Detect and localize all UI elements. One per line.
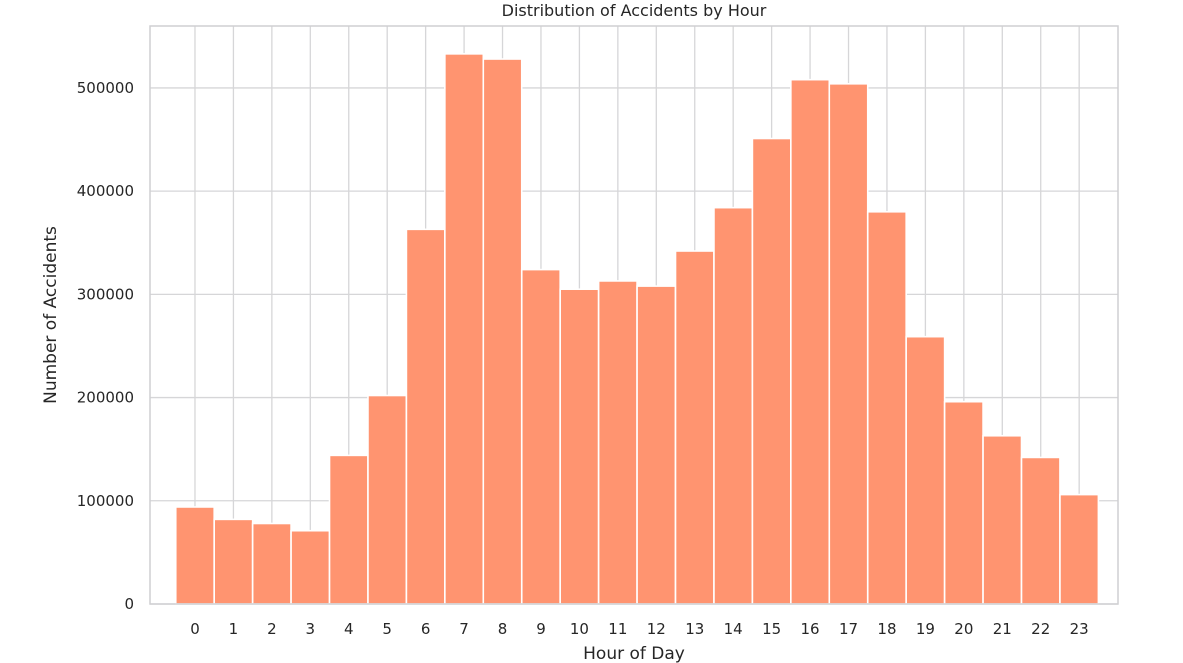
- x-tick-label: 15: [762, 620, 781, 638]
- x-tick-label: 22: [1031, 620, 1050, 638]
- bar-hour-6: [405, 228, 446, 605]
- y-tick-label: 100000: [77, 492, 134, 510]
- bar-hour-18: [866, 210, 907, 605]
- bar-hour-19: [905, 335, 946, 605]
- bar-hour-15: [751, 137, 792, 605]
- x-tick-label: 11: [608, 620, 627, 638]
- bar-hour-13: [674, 250, 715, 605]
- x-tick-label: 12: [647, 620, 666, 638]
- bar-hour-10: [559, 288, 600, 605]
- x-tick-label: 17: [839, 620, 858, 638]
- x-tick-label: 8: [498, 620, 508, 638]
- bar-hour-21: [982, 434, 1023, 605]
- x-tick-label: 9: [536, 620, 546, 638]
- bar-hour-23: [1059, 493, 1100, 605]
- bar-hour-3: [290, 529, 331, 605]
- y-axis-label: Number of Accidents: [41, 226, 61, 404]
- y-tick-label: 300000: [77, 285, 134, 303]
- bars: [174, 53, 1100, 605]
- bar-hour-0: [174, 506, 216, 605]
- bar-hour-20: [943, 400, 984, 605]
- x-tick-label: 0: [190, 620, 200, 638]
- x-tick-label: 13: [685, 620, 704, 638]
- bar-hour-2: [251, 522, 292, 605]
- x-axis-label: Hour of Day: [583, 644, 685, 663]
- bar-hour-4: [328, 454, 369, 605]
- y-tick-labels: 0 100000 200000 300000 400000 500000: [77, 79, 134, 613]
- x-tick-label: 2: [267, 620, 277, 638]
- bar-hour-16: [790, 78, 831, 605]
- bar-hour-8: [482, 58, 523, 605]
- y-tick-label: 400000: [77, 182, 134, 200]
- x-tick-label: 20: [954, 620, 973, 638]
- y-tick-label: 500000: [77, 79, 134, 97]
- x-tick-label: 4: [344, 620, 354, 638]
- x-tick-label: 6: [421, 620, 431, 638]
- bar-hour-17: [828, 83, 869, 605]
- x-tick-label: 23: [1070, 620, 1089, 638]
- x-tick-label: 14: [724, 620, 743, 638]
- bar-hour-9: [520, 268, 561, 605]
- x-tick-label: 21: [993, 620, 1012, 638]
- x-tick-labels: 0 1 2 3 4 5 6 7 8 9 10 11 12 13 14 15 16 17 18 19 20 21 22 23: [190, 620, 1089, 638]
- x-tick-label: 3: [306, 620, 316, 638]
- y-tick-label: 0: [124, 595, 134, 613]
- bar-hour-11: [597, 280, 638, 605]
- axes-frame: [149, 25, 1119, 605]
- chart-title: Distribution of Accidents by Hour: [502, 1, 767, 20]
- bar-hour-12: [636, 285, 677, 605]
- plot-frame: [149, 25, 1119, 605]
- bar-hour-7: [444, 53, 485, 605]
- x-tick-label: 18: [877, 620, 896, 638]
- x-tick-label: 16: [801, 620, 820, 638]
- x-tick-label: 5: [382, 620, 392, 638]
- bar-hour-1: [213, 518, 254, 605]
- x-tick-label: 19: [916, 620, 935, 638]
- x-tick-label: 7: [459, 620, 469, 638]
- bar-hour-14: [713, 206, 754, 605]
- bar-hour-22: [1020, 456, 1061, 605]
- x-tick-label: 1: [229, 620, 239, 638]
- bar-hour-5: [367, 394, 408, 605]
- x-tick-label: 10: [570, 620, 589, 638]
- y-tick-label: 200000: [77, 389, 134, 407]
